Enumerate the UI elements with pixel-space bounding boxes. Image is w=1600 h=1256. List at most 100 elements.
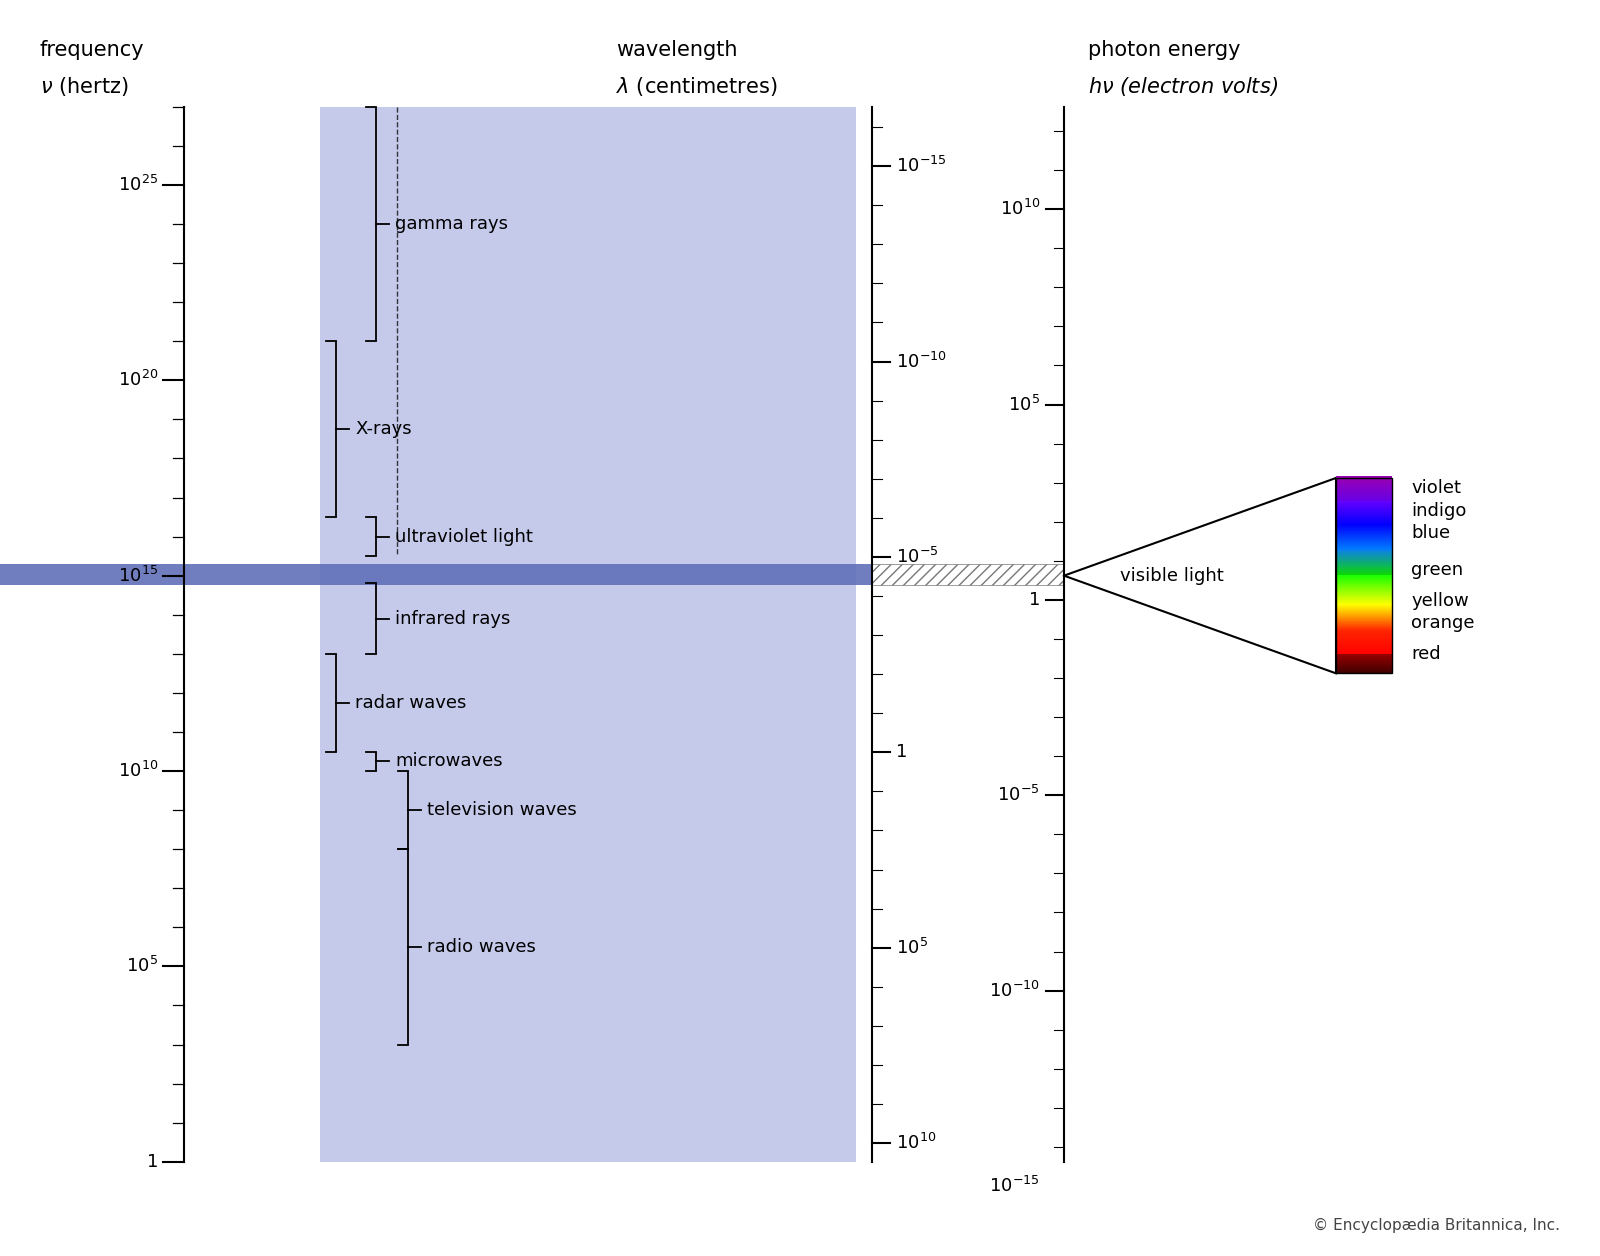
Bar	[1336, 590, 1392, 593]
Bar	[1336, 519, 1392, 520]
Bar	[1336, 603, 1392, 604]
Bar	[1336, 553, 1392, 555]
Bar	[1336, 610, 1392, 612]
Bar	[1336, 568, 1392, 569]
Bar	[1336, 536, 1392, 538]
Bar	[1336, 563, 1392, 565]
Bar	[1336, 546, 1392, 549]
Bar	[1336, 540, 1392, 543]
Bar	[1336, 517, 1392, 520]
Bar	[1336, 495, 1392, 496]
Bar	[1336, 516, 1392, 519]
Bar	[1336, 481, 1392, 482]
Bar	[1336, 491, 1392, 494]
Bar	[1336, 574, 1392, 577]
Bar	[1336, 594, 1392, 595]
Bar	[1336, 522, 1392, 525]
Bar	[1336, 538, 1392, 540]
Bar	[1336, 631, 1392, 632]
Bar	[1336, 643, 1392, 644]
Bar	[1336, 489, 1392, 491]
Bar	[1336, 648, 1392, 649]
Text: ultraviolet light: ultraviolet light	[395, 528, 533, 545]
Bar	[1336, 656, 1392, 658]
Bar	[1336, 669, 1392, 672]
Bar	[1336, 568, 1392, 570]
Bar	[1336, 556, 1392, 559]
Bar	[1336, 651, 1392, 652]
Text: $10^{20}$: $10^{20}$	[118, 371, 158, 391]
Bar	[1336, 579, 1392, 582]
Bar	[1336, 477, 1392, 480]
Bar	[1336, 479, 1392, 480]
Bar	[1336, 614, 1392, 617]
Text: indigo: indigo	[1411, 502, 1467, 520]
Bar	[1336, 502, 1392, 505]
Bar	[1336, 569, 1392, 571]
Bar	[1336, 550, 1392, 553]
Bar	[1336, 482, 1392, 484]
Bar	[1336, 612, 1392, 613]
Bar	[1336, 622, 1392, 624]
Text: frequency: frequency	[40, 40, 144, 60]
Bar	[1336, 515, 1392, 516]
Bar	[1336, 534, 1392, 535]
Bar	[1336, 500, 1392, 502]
Bar	[1336, 597, 1392, 598]
Bar	[1336, 496, 1392, 497]
Bar	[1336, 629, 1392, 632]
Bar	[1336, 504, 1392, 505]
Bar	[1336, 575, 1392, 577]
Bar	[1336, 528, 1392, 529]
Text: $h\nu$ (electron volts): $h\nu$ (electron volts)	[1088, 75, 1278, 98]
Bar	[1336, 571, 1392, 574]
Bar	[1336, 558, 1392, 559]
Bar	[1336, 600, 1392, 602]
Bar	[1336, 578, 1392, 579]
Bar	[1336, 648, 1392, 651]
Bar	[1336, 623, 1392, 625]
Bar	[1336, 653, 1392, 656]
Bar	[1336, 627, 1392, 628]
Bar	[1336, 497, 1392, 500]
Bar	[1336, 511, 1392, 512]
Bar	[1336, 582, 1392, 584]
Bar	[1336, 516, 1392, 517]
Bar	[1336, 521, 1392, 522]
Bar	[1336, 633, 1392, 636]
Bar	[1336, 613, 1392, 615]
Bar	[1336, 646, 1392, 647]
Bar	[1336, 487, 1392, 490]
Bar	[1336, 612, 1392, 614]
Bar	[1336, 536, 1392, 539]
Bar	[1336, 589, 1392, 590]
Bar	[1336, 522, 1392, 524]
Text: 1: 1	[896, 744, 907, 761]
Bar	[1336, 607, 1392, 608]
Bar	[1336, 620, 1392, 623]
Bar	[1336, 577, 1392, 579]
Bar	[1336, 622, 1392, 623]
Bar	[1336, 492, 1392, 495]
Bar	[1336, 526, 1392, 528]
Bar	[1336, 642, 1392, 643]
Bar	[1336, 545, 1392, 546]
Bar	[1336, 609, 1392, 610]
Bar	[1336, 666, 1392, 667]
Bar	[1336, 514, 1392, 515]
Bar	[1336, 598, 1392, 599]
Bar	[1336, 672, 1392, 673]
Bar	[1336, 649, 1392, 651]
Bar	[1336, 619, 1392, 622]
Bar	[1336, 525, 1392, 528]
Text: red: red	[1411, 644, 1442, 663]
Bar	[1336, 602, 1392, 604]
Bar	[1336, 530, 1392, 531]
Bar	[1336, 573, 1392, 574]
Text: $\nu$ (hertz): $\nu$ (hertz)	[40, 75, 128, 98]
Bar	[1336, 627, 1392, 629]
Bar	[1336, 525, 1392, 526]
Bar	[1336, 603, 1392, 605]
Bar	[1336, 662, 1392, 664]
Bar	[1336, 618, 1392, 620]
